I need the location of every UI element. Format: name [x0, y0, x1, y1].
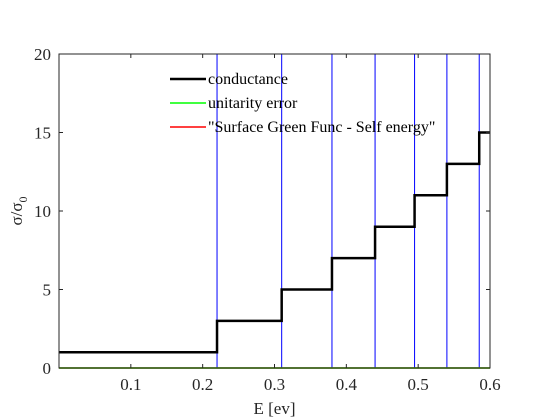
x-tick-label: 0.4 [336, 375, 358, 394]
y-tick-label: 15 [34, 124, 51, 143]
y-tick-label: 20 [34, 45, 51, 64]
legend: conductance unitarity error "Surface Green… [170, 71, 435, 136]
y-axis-label-subscript: 0 [16, 196, 30, 202]
band-edge-lines [216, 54, 480, 368]
y-axis-label: σ/σ0 [7, 196, 30, 225]
legend-label: unitarity error [208, 95, 298, 112]
y-axis-ticks: 0 5 10 15 20 [34, 45, 490, 378]
legend-label: "Surface Green Func - Self energy" [208, 119, 435, 136]
series-line-conductance [59, 131, 490, 354]
y-axis-label-base: σ/σ [7, 202, 26, 225]
plot-area [59, 54, 490, 368]
x-tick-label: 0.6 [479, 375, 500, 394]
x-axis-label: E [ev] [253, 399, 295, 418]
x-axis-ticks: 0.1 0.2 0.3 0.4 0.5 0.6 [120, 54, 501, 394]
x-tick-label: 0.3 [264, 375, 285, 394]
y-tick-label: 5 [43, 281, 52, 300]
y-tick-label: 10 [34, 202, 51, 221]
x-tick-label: 0.5 [408, 375, 429, 394]
legend-label: conductance [208, 71, 288, 88]
x-tick-label: 0.2 [192, 375, 213, 394]
x-tick-label: 0.1 [120, 375, 141, 394]
y-tick-label: 0 [43, 359, 52, 378]
